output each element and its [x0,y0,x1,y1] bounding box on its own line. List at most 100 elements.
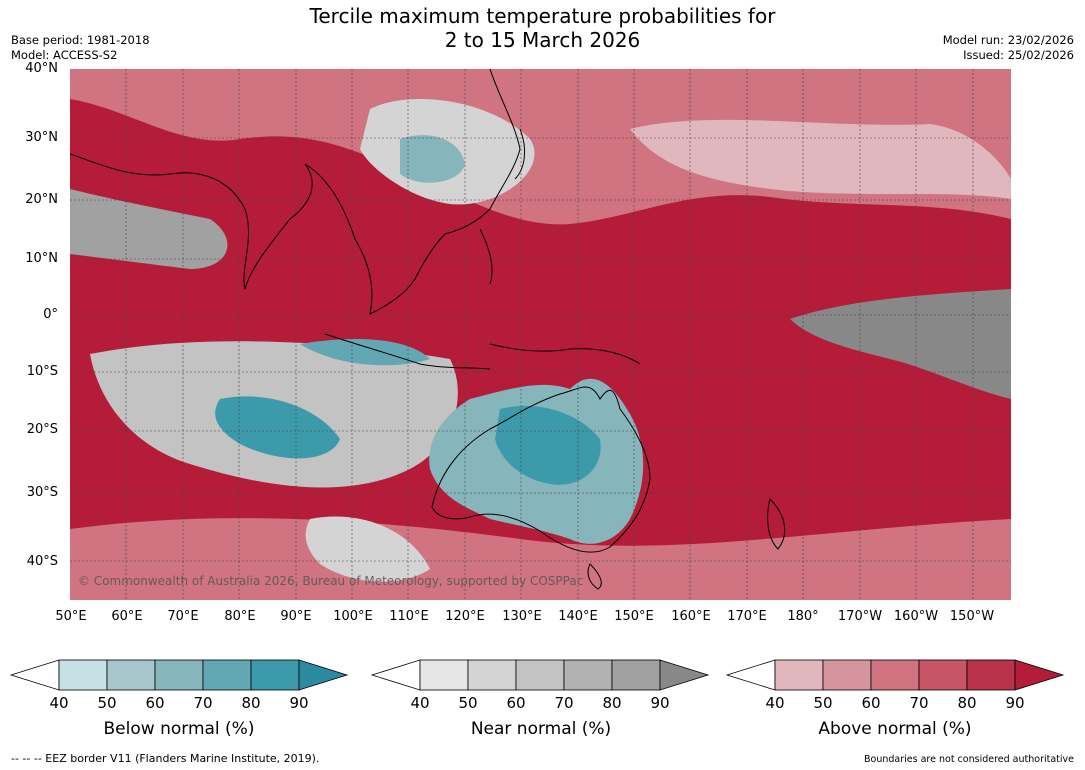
timor-sea-below-normal [300,339,430,366]
lon-label: 140°E [558,609,598,624]
colorbar-tick-label: 40 [49,694,69,712]
colorbar-extend-high [298,659,349,691]
colorbar-segment [202,659,252,691]
model-name: Model: ACCESS-S2 [11,48,118,62]
lon-label: 90°E [280,609,312,624]
colorbar-segment [419,659,469,691]
indonesia-coast [324,333,491,370]
lon-label: 170°E [727,609,767,624]
lon-label: 150°E [614,609,654,624]
colorbar-segment [822,659,872,691]
base-period: Base period: 1981-2018 [11,33,150,47]
lon-label: 60°E [111,609,143,624]
lat-label: 20°N [25,192,58,207]
map-canvas [70,69,1011,600]
colorbar-segment [774,659,824,691]
colorbar-segment [918,659,968,691]
colorbar-extend-low [725,659,776,691]
colorbar-tick-label: 80 [602,694,622,712]
colorbar-near-normal [370,659,710,691]
colorbar-tick-label: 70 [193,694,213,712]
footer-eez-note: -- -- -- EEZ border V11 (Flanders Marine… [11,752,320,765]
lon-label: 170°W [837,609,883,624]
australia-coast [431,386,651,553]
colorbar-above-normal [725,659,1065,691]
footer-disclaimer: Boundaries are not considered authoritat… [864,754,1074,765]
colorbar-segment [467,659,517,691]
colorbar-segment [58,659,108,691]
lon-label: 50°E [55,609,87,624]
chart-title: Tercile maximum temperature probabilitie… [0,4,1085,52]
south-above-moderate [70,518,1011,600]
colorbar-segment [154,659,204,691]
meta-left: Base period: 1981-2018 Model: ACCESS-S2 [11,33,150,63]
colorbar-extend-high [1014,659,1065,691]
lat-label: 40°S [26,554,58,569]
lon-label: 70°E [167,609,199,624]
colorbar-title-above: Above normal (%) [818,719,972,739]
colorbar-title-below: Below normal (%) [103,719,255,739]
lon-label: 180° [787,609,819,624]
lon-label: 80°E [224,609,256,624]
lat-label: 30°S [26,485,58,500]
philippines-coast [479,228,493,285]
colorbar-extend-low [9,659,60,691]
copyright-notice: © Commonwealth of Australia 2026, Bureau… [78,574,584,588]
colorbar-segment [250,659,300,691]
colorbar-segment [106,659,156,691]
lat-label: 40°N [25,61,58,76]
colorbar-extend-high [659,659,710,691]
south-near-normal [305,516,430,582]
pacific-near-normal [790,289,1011,399]
japan-coast [514,128,526,180]
coastlines [70,69,786,590]
lon-label: 160°W [893,609,939,624]
colorbar-tick-label: 70 [909,694,929,712]
colorbar-tick-label: 50 [813,694,833,712]
colorbar-title-near: Near normal (%) [470,719,612,739]
arabian-sea-near-normal [70,189,228,269]
new-guinea-coast [489,343,641,365]
lat-label: 20°S [26,422,58,437]
meta-right: Model run: 23/02/2026 Issued: 25/02/2026 [943,33,1074,63]
colorbar-tick-label: 80 [957,694,977,712]
probability-map [70,69,1011,600]
title-line-2: 2 to 15 March 2026 [444,28,641,52]
colorbar-tick-label: 90 [289,694,309,712]
model-run: Model run: 23/02/2026 [942,33,1074,47]
colorbar-tick-label: 50 [97,694,117,712]
colorbar-segment [611,659,661,691]
colorbar-tick-label: 40 [410,694,430,712]
colorbar-tick-label: 40 [765,694,785,712]
colorbar-tick-label: 90 [650,694,670,712]
asia-coast [70,69,521,315]
new-zealand-coast [767,498,786,550]
northwest-pacific-mixed [630,119,1011,199]
colorbar-tick-label: 60 [506,694,526,712]
title-line-1: Tercile maximum temperature probabilitie… [309,4,776,28]
lat-label: 0° [43,307,58,322]
tasmania-coast [587,563,602,590]
colorbar-segment [870,659,920,691]
lat-label: 10°N [25,251,58,266]
lon-label: 160°E [671,609,711,624]
north-below-normal [400,135,465,183]
lon-label: 120°E [445,609,485,624]
indian-ocean-below-normal [215,396,340,459]
colorbar-below-normal [9,659,349,691]
colorbar-segment [966,659,1016,691]
colorbar-segment [515,659,565,691]
lon-label: 130°E [502,609,542,624]
colorbar-extend-low [370,659,421,691]
lon-label: 100°E [333,609,373,624]
lat-label: 10°S [26,364,58,379]
colorbar-tick-label: 60 [861,694,881,712]
colorbar-tick-label: 80 [241,694,261,712]
australia-strong-below-normal [495,405,601,485]
issued-date: Issued: 25/02/2026 [963,48,1074,62]
colorbar-tick-label: 60 [145,694,165,712]
colorbar-segment [563,659,613,691]
colorbar-tick-label: 50 [458,694,478,712]
graticule [70,69,1011,600]
lat-label: 30°N [25,130,58,145]
